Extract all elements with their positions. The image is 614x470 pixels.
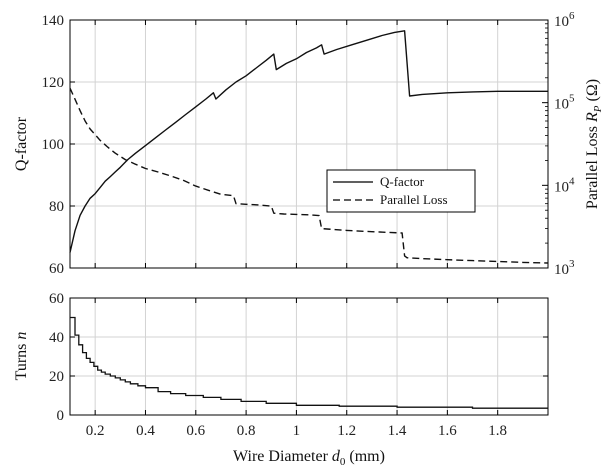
- top-y-right-tick-label: 105: [554, 93, 575, 113]
- bottom-y-ticks: 0 20 40 60: [49, 291, 548, 424]
- top-y-left-label: Q-factor: [13, 116, 30, 171]
- legend-box: [326, 169, 476, 213]
- bottom-x-tick-label: 1.2: [337, 423, 356, 439]
- legend: Q-factor Parallel Loss: [326, 169, 476, 213]
- top-y-right-label-prefix: Parallel Loss: [584, 122, 601, 209]
- top-y-right-label-sub: P: [592, 105, 604, 113]
- top-y-left-tick-label: 60: [49, 261, 64, 277]
- bottom-x-label-symbol: d: [332, 448, 341, 465]
- legend-q-factor-label: Q-factor: [380, 174, 425, 189]
- q-factor-line: [69, 30, 548, 253]
- bottom-y-label-prefix: Turns: [13, 340, 30, 381]
- bottom-y-tick-label: 40: [49, 330, 64, 346]
- bottom-x-label-sub: 0: [340, 456, 346, 468]
- bottom-x-tick-label: 1: [293, 423, 301, 439]
- parallel-loss-line: [69, 87, 549, 264]
- top-y-right-tick-label: 103: [554, 258, 575, 278]
- bottom-y-label-symbol: n: [13, 332, 30, 340]
- top-series: [69, 30, 549, 264]
- bottom-y-label: Turns n: [13, 332, 30, 381]
- top-grid: [70, 19, 548, 269]
- bottom-x-tick-label: 1.4: [388, 423, 407, 439]
- turns-stairs-line: [70, 316, 548, 409]
- top-y-right-label-unit: (Ω): [584, 79, 601, 106]
- bottom-grid: [70, 297, 548, 416]
- top-y-right-label: Parallel Loss RP (Ω): [584, 79, 604, 209]
- bottom-y-tick-label: 0: [57, 408, 65, 424]
- bottom-panel: 0.2 0.4 0.6 0.8 1 1.2 1.4 1.6 1.8 0 20 40 60 Turns …: [13, 291, 549, 468]
- legend-parallel-loss-label: Parallel Loss: [380, 192, 448, 207]
- top-y-right-tick-label: 104: [554, 175, 575, 195]
- bottom-series: [70, 316, 548, 409]
- top-y-right-tick-label: 106: [554, 10, 575, 30]
- bottom-x-tick-label: 1.8: [488, 423, 507, 439]
- bottom-x-ticks: 0.2 0.4 0.6 0.8 1 1.2 1.4 1.6 1.8: [86, 298, 507, 439]
- bottom-x-tick-label: 0.4: [136, 423, 155, 439]
- top-y-left-tick-label: 80: [49, 199, 64, 215]
- bottom-y-tick-label: 60: [49, 291, 64, 307]
- bottom-x-tick-label: 0.2: [86, 423, 105, 439]
- top-y-left-ticks: 60 80 100 120 140: [42, 13, 75, 277]
- bottom-x-tick-label: 1.6: [438, 423, 457, 439]
- bottom-y-tick-label: 20: [49, 369, 64, 385]
- top-y-left-tick-label: 100: [42, 137, 65, 153]
- top-y-right-ticks: 103 104 105 106: [542, 10, 575, 278]
- bottom-x-label-unit: (mm): [345, 448, 385, 465]
- bottom-x-label: Wire Diameter d0 (mm): [233, 448, 385, 468]
- bottom-x-label-prefix: Wire Diameter: [233, 448, 332, 465]
- top-panel: 60 80 100 120 140 103 104 105 106 Q-factor Para…: [13, 10, 604, 278]
- top-x-ticks: [94, 20, 499, 268]
- bottom-axes-frame: [69, 297, 549, 416]
- top-y-left-tick-label: 120: [42, 75, 65, 91]
- top-y-right-label-symbol: R: [584, 112, 601, 123]
- bottom-x-tick-label: 0.6: [186, 423, 205, 439]
- top-y-left-tick-label: 140: [42, 13, 65, 29]
- bottom-x-tick-label: 0.8: [237, 423, 256, 439]
